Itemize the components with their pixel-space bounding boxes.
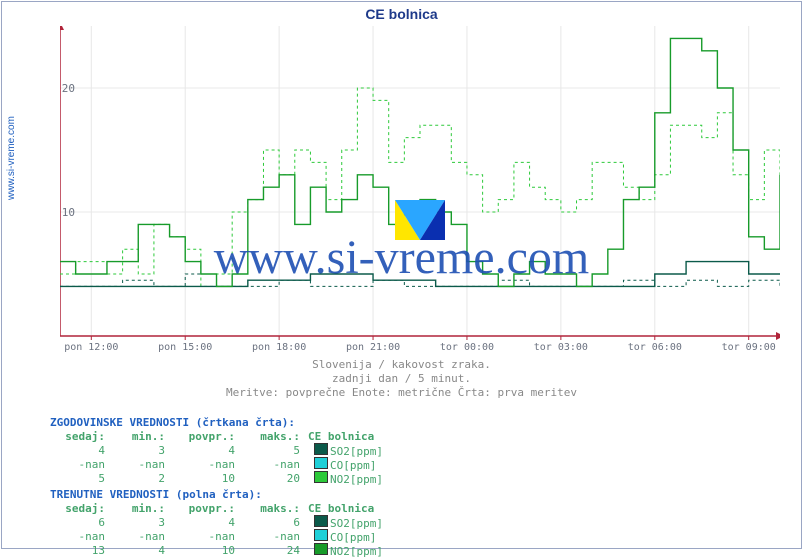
table-header-row: sedaj: min.: povpr.: maks.: CE bolnica xyxy=(50,502,783,516)
x-tick-label: tor 03:00 xyxy=(526,342,596,353)
caption-line-2: zadnji dan / 5 minut. xyxy=(0,372,803,385)
caption-line-3: Meritve: povprečne Enote: metrične Črta:… xyxy=(0,386,803,399)
cell-label: NO2[ppm] xyxy=(300,543,508,559)
table-row: 1341024NO2[ppm] xyxy=(50,544,783,558)
cell-avg: -nan xyxy=(165,530,235,544)
cell-avg: 4 xyxy=(165,444,235,458)
series-swatch xyxy=(314,443,328,455)
hdr-max: maks.: xyxy=(235,430,300,444)
cell-now: 5 xyxy=(50,472,105,486)
y-tick-label: 10 xyxy=(47,206,75,219)
x-tick-label: tor 09:00 xyxy=(714,342,784,353)
series-swatch xyxy=(314,529,328,541)
series-swatch xyxy=(314,543,328,555)
series-swatch xyxy=(314,471,328,483)
cell-avg: 4 xyxy=(165,516,235,530)
cell-now: -nan xyxy=(50,530,105,544)
chart-frame: { "title": "CE bolnica", "site_label": "… xyxy=(0,0,803,550)
hdr-now: sedaj: xyxy=(50,430,105,444)
cell-min: -nan xyxy=(105,530,165,544)
cell-min: 4 xyxy=(105,544,165,558)
x-tick-label: tor 00:00 xyxy=(432,342,502,353)
cell-max: 20 xyxy=(235,472,300,486)
cell-min: -nan xyxy=(105,458,165,472)
hdr-loc: CE bolnica xyxy=(300,502,508,516)
table-row: -nan-nan-nan-nanCO[ppm] xyxy=(50,458,783,472)
y-tick-label: 20 xyxy=(47,82,75,95)
cell-now: 6 xyxy=(50,516,105,530)
site-label-vertical: www.si-vreme.com xyxy=(6,116,17,200)
now-section-title: TRENUTNE VREDNOSTI (polna črta): xyxy=(50,488,783,502)
hdr-avg: povpr.: xyxy=(165,430,235,444)
value-tables: ZGODOVINSKE VREDNOSTI (črtkana črta): se… xyxy=(50,414,783,558)
cell-min: 2 xyxy=(105,472,165,486)
cell-now: 4 xyxy=(50,444,105,458)
hdr-now: sedaj: xyxy=(50,502,105,516)
cell-now: 13 xyxy=(50,544,105,558)
cell-max: 24 xyxy=(235,544,300,558)
hdr-min: min.: xyxy=(105,430,165,444)
x-tick-label: pon 21:00 xyxy=(338,342,408,353)
table-row: 6346SO2[ppm] xyxy=(50,516,783,530)
table-header-row: sedaj: min.: povpr.: maks.: CE bolnica xyxy=(50,430,783,444)
cell-avg: 10 xyxy=(165,472,235,486)
x-tick-label: pon 12:00 xyxy=(56,342,126,353)
cell-min: 3 xyxy=(105,516,165,530)
hdr-max: maks.: xyxy=(235,502,300,516)
cell-max: -nan xyxy=(235,458,300,472)
chart-title: CE bolnica xyxy=(0,6,803,22)
x-tick-label: pon 15:00 xyxy=(150,342,220,353)
caption-line-1: Slovenija / kakovost zraka. xyxy=(0,358,803,371)
cell-min: 3 xyxy=(105,444,165,458)
hist-section-title: ZGODOVINSKE VREDNOSTI (črtkana črta): xyxy=(50,416,783,430)
hdr-loc: CE bolnica xyxy=(300,430,508,444)
cell-now: -nan xyxy=(50,458,105,472)
table-row: 521020NO2[ppm] xyxy=(50,472,783,486)
series-swatch xyxy=(314,457,328,469)
cell-max: -nan xyxy=(235,530,300,544)
plot-svg xyxy=(60,26,780,346)
plot-area xyxy=(60,26,780,336)
cell-label: NO2[ppm] xyxy=(300,471,508,487)
series-swatch xyxy=(314,515,328,527)
cell-avg: 10 xyxy=(165,544,235,558)
table-row: 4345SO2[ppm] xyxy=(50,444,783,458)
cell-avg: -nan xyxy=(165,458,235,472)
x-tick-label: tor 06:00 xyxy=(620,342,690,353)
hdr-avg: povpr.: xyxy=(165,502,235,516)
x-tick-label: pon 18:00 xyxy=(244,342,314,353)
cell-max: 5 xyxy=(235,444,300,458)
hdr-min: min.: xyxy=(105,502,165,516)
cell-max: 6 xyxy=(235,516,300,530)
table-row: -nan-nan-nan-nanCO[ppm] xyxy=(50,530,783,544)
